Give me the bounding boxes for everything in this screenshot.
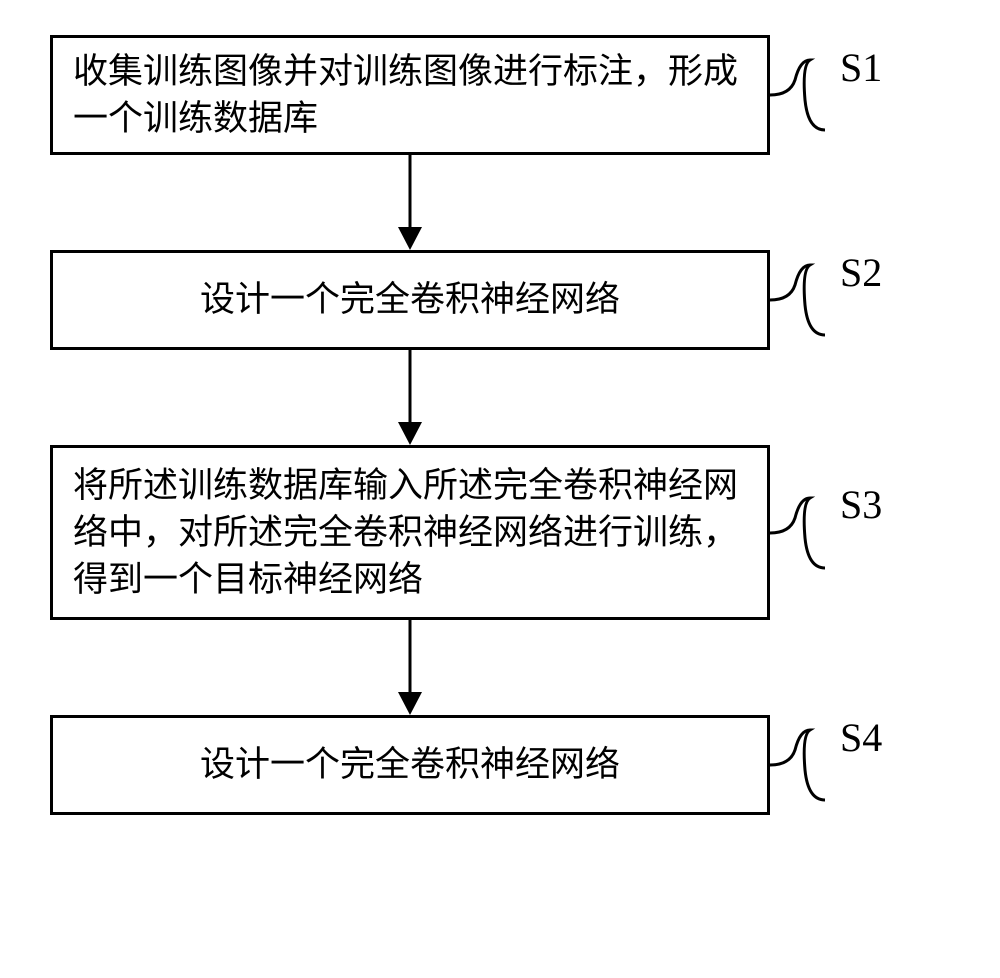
arrow-s1-s2 — [50, 155, 770, 250]
step-text: 收集训练图像并对训练图像进行标注，形成一个训练数据库 — [73, 48, 747, 143]
flowchart-container: 收集训练图像并对训练图像进行标注，形成一个训练数据库 S1 设计一个完全卷积神经… — [50, 35, 950, 815]
curve-icon — [770, 255, 830, 345]
step-box-s4: 设计一个完全卷积神经网络 — [50, 715, 770, 815]
curve-icon — [770, 488, 830, 578]
step-row-s2: 设计一个完全卷积神经网络 S2 — [50, 250, 950, 350]
step-row-s1: 收集训练图像并对训练图像进行标注，形成一个训练数据库 S1 — [50, 35, 950, 155]
step-label-s2: S2 — [840, 249, 882, 296]
step-row-s3: 将所述训练数据库输入所述完全卷积神经网络中，对所述完全卷积神经网络进行训练，得到… — [50, 445, 950, 620]
step-label-s1: S1 — [840, 44, 882, 91]
step-box-s3: 将所述训练数据库输入所述完全卷积神经网络中，对所述完全卷积神经网络进行训练，得到… — [50, 445, 770, 620]
arrow-s2-s3 — [50, 350, 770, 445]
arrow-s3-s4 — [50, 620, 770, 715]
step-text: 设计一个完全卷积神经网络 — [200, 741, 620, 788]
step-text: 设计一个完全卷积神经网络 — [200, 276, 620, 323]
arrow-down-icon — [390, 155, 430, 250]
arrow-down-icon — [390, 620, 430, 715]
step-box-s1: 收集训练图像并对训练图像进行标注，形成一个训练数据库 — [50, 35, 770, 155]
curve-icon — [770, 50, 830, 140]
step-label-s3: S3 — [840, 481, 882, 528]
step-label-s4: S4 — [840, 714, 882, 761]
step-box-s2: 设计一个完全卷积神经网络 — [50, 250, 770, 350]
step-row-s4: 设计一个完全卷积神经网络 S4 — [50, 715, 950, 815]
step-text: 将所述训练数据库输入所述完全卷积神经网络中，对所述完全卷积神经网络进行训练，得到… — [73, 462, 747, 604]
curve-icon — [770, 720, 830, 810]
arrow-down-icon — [390, 350, 430, 445]
